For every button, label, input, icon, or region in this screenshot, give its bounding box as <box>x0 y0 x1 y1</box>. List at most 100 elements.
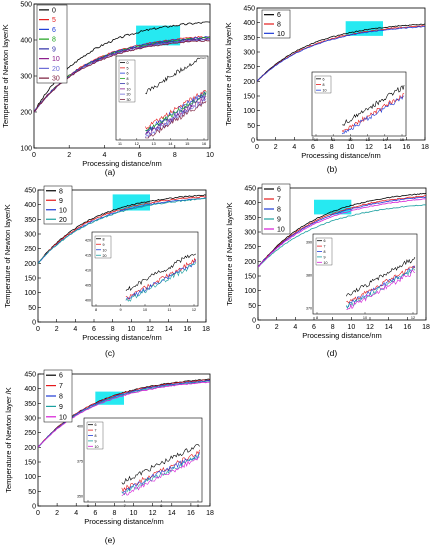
inset-legend-label: 9 <box>95 439 97 443</box>
inset-series-line-10 <box>121 456 200 497</box>
y-tick-label: 50 <box>247 123 255 130</box>
legend-label: 9 <box>59 404 63 411</box>
panel-2: 0 2 4 6 8 10 12 14 16 18 0 50 100 150 200 250 300 350 400 4… <box>3 185 210 358</box>
inset-legend-label: 10 <box>95 445 99 449</box>
x-tick-label: 18 <box>422 324 430 331</box>
y-tick-label: 100 <box>24 474 36 481</box>
x-tick-label: 12 <box>366 324 374 331</box>
inset-legend-label: 8 <box>95 434 97 438</box>
legend-label: 9 <box>277 217 281 224</box>
y-tick-label: 200 <box>24 445 36 452</box>
x-tick-label: 18 <box>421 144 429 151</box>
y-tick-label: 0 <box>251 138 255 145</box>
x-tick-label: 0 <box>255 144 259 151</box>
inset-y-tick-label: 405 <box>85 284 91 288</box>
legend-label: 8 <box>59 394 63 401</box>
y-tick-label: 200 <box>20 110 32 117</box>
legend: 6 7 8 9 10 <box>43 369 73 423</box>
x-tick-label: 4 <box>74 510 78 517</box>
legend-label: 7 <box>277 197 281 204</box>
y-tick-label: 100 <box>243 108 255 115</box>
legend-label: 6 <box>277 12 281 19</box>
x-tick-label: 10 <box>127 326 135 333</box>
inset-x-tick-label: 6 <box>87 504 89 508</box>
inset-x-tick-label: 10 <box>363 316 367 320</box>
inset-legend-label: 6 <box>95 423 97 427</box>
inset-legend-box <box>94 235 112 259</box>
inset-series-line-0 <box>145 57 207 95</box>
legend-label: 9 <box>59 198 63 205</box>
legend-label: 7 <box>59 383 63 390</box>
x-tick-label: 12 <box>149 510 157 517</box>
inset-series-line-8 <box>125 253 197 292</box>
x-tick-label: 10 <box>347 324 355 331</box>
inset-legend-label: 30 <box>127 98 131 102</box>
legend-label: 6 <box>59 373 63 380</box>
series-line-6 <box>258 192 426 268</box>
inset-series-line-10 <box>341 95 405 135</box>
x-tick-label: 4 <box>292 144 296 151</box>
inset-y-tick-label: 415 <box>85 254 91 258</box>
inset-x-tick-label: 11 <box>118 142 122 146</box>
y-tick-label: 0 <box>32 504 36 511</box>
legend-label: 30 <box>52 76 60 83</box>
y-tick-label: 150 <box>243 94 255 101</box>
y-axis-label: Temperature of Newton layer/K <box>3 204 12 307</box>
panel-caption: (a) <box>105 167 116 177</box>
x-tick-label: 0 <box>256 324 260 331</box>
plot-frame <box>37 373 211 507</box>
inset-legend-label: 7 <box>95 429 97 433</box>
series-group <box>257 23 425 82</box>
inset: 6 8 10 10 11 12 13 14 15 <box>311 71 407 142</box>
y-tick-label: 350 <box>24 401 36 408</box>
y-axis-label: Temperature of Newton layer/K <box>224 22 233 125</box>
legend-label: 20 <box>52 66 60 73</box>
legend-box <box>36 4 68 84</box>
x-tick-label: 16 <box>402 144 410 151</box>
inset-legend-box <box>118 59 136 103</box>
inset-x-tick-label: 15 <box>185 142 189 146</box>
inset-x-tick-label: 16 <box>202 142 206 146</box>
legend-label: 8 <box>59 188 63 195</box>
inset-x-tick-label: 12 <box>348 138 352 142</box>
inset-x-tick-label: 15 <box>400 138 404 142</box>
inset-legend-label: 6 <box>323 77 325 81</box>
legend-label: 0 <box>52 7 56 14</box>
inset-legend-box <box>86 421 104 450</box>
inset-legend-label: 6 <box>324 239 326 243</box>
x-axis-label: Processing distance/nm <box>84 517 164 526</box>
x-tick-label: 14 <box>165 326 173 333</box>
inset-legend-label: 9 <box>103 243 105 247</box>
x-tick-label: 2 <box>67 152 71 159</box>
series-group <box>258 192 426 268</box>
y-tick-label: 150 <box>24 460 36 467</box>
x-tick-label: 8 <box>330 144 334 151</box>
inset-x-tick-label: 7 <box>124 504 126 508</box>
x-axis-label: Processing distance/nm <box>302 331 382 340</box>
y-tick-label: 450 <box>24 188 36 195</box>
y-tick-label: 100 <box>24 290 36 297</box>
inset-x-tick-label: 12 <box>135 142 139 146</box>
y-tick-label: 250 <box>24 246 36 253</box>
x-tick-label: 6 <box>312 324 316 331</box>
y-tick-label: 450 <box>244 186 256 193</box>
y-tick-label: 150 <box>244 274 256 281</box>
inset-legend-label: 20 <box>127 93 131 97</box>
inset-legend-label: 8 <box>127 77 129 81</box>
legend: 0 5 6 8 9 10 20 30 <box>36 4 68 84</box>
y-tick-label: 50 <box>28 489 36 496</box>
inset-legend-label: 7 <box>324 245 326 249</box>
y-tick-label: 300 <box>243 50 255 57</box>
panel-caption: (e) <box>105 535 116 545</box>
x-tick-label: 14 <box>385 324 393 331</box>
inset-legend-label: 8 <box>323 83 325 87</box>
legend-label: 20 <box>59 217 67 224</box>
panel-3: 0 2 4 6 8 10 12 14 16 180501001502002503003504004… <box>225 183 430 358</box>
inset-legend-label: 8 <box>324 250 326 254</box>
inset-x-tick-label: 11 <box>168 308 172 312</box>
legend-label: 10 <box>277 227 285 234</box>
y-tick-label: 400 <box>243 20 255 27</box>
legend: 6 8 10 <box>261 9 291 39</box>
x-tick-label: 0 <box>36 510 40 517</box>
